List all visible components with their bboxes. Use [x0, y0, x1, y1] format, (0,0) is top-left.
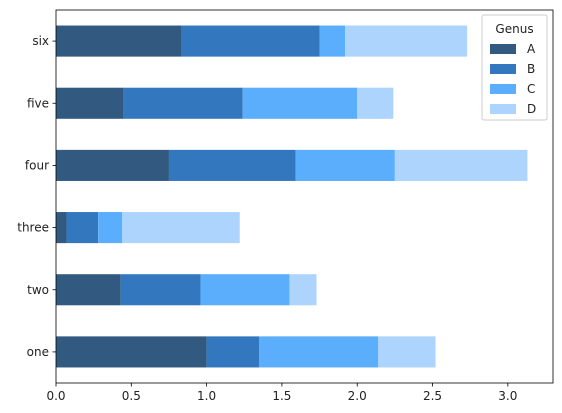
legend-swatch-B — [490, 64, 516, 74]
bar-one-A — [56, 336, 207, 368]
bar-two-B — [120, 274, 201, 306]
legend-swatch-A — [490, 44, 516, 54]
y-tick-label-three: three — [17, 221, 49, 235]
bar-two-D — [289, 274, 317, 306]
y-axis: one two three four five six — [17, 34, 56, 359]
x-tick-label: 3.0 — [498, 389, 517, 403]
y-tick-label-four: four — [25, 158, 49, 172]
bar-six-C — [319, 25, 346, 57]
bar-five-D — [357, 87, 394, 119]
y-tick-label-two: two — [27, 283, 49, 297]
x-axis: 0.0 0.5 1.0 1.5 2.0 2.5 3.0 — [46, 383, 517, 403]
bar-six-A — [56, 25, 182, 57]
x-tick-label: 2.0 — [348, 389, 367, 403]
bar-three-C — [98, 212, 123, 244]
bar-six-B — [181, 25, 320, 57]
x-tick-label: 1.5 — [272, 389, 291, 403]
y-tick-label-six: six — [32, 34, 49, 48]
legend-label-B: B — [527, 62, 535, 76]
bar-four-A — [56, 149, 169, 181]
bar-one-B — [206, 336, 260, 368]
bar-three-B — [66, 212, 99, 244]
x-tick-label: 2.5 — [423, 389, 442, 403]
bar-one-D — [378, 336, 436, 368]
bar-two-C — [200, 274, 290, 306]
bar-two-A — [56, 274, 121, 306]
bar-three-D — [122, 212, 240, 244]
y-tick-label-one: one — [27, 345, 49, 359]
bar-four-B — [168, 149, 296, 181]
x-tick-label: 0.0 — [46, 389, 65, 403]
bar-five-A — [56, 87, 124, 119]
legend-label-A: A — [527, 42, 536, 56]
bar-four-D — [394, 149, 528, 181]
x-tick-label: 0.5 — [122, 389, 141, 403]
y-tick-label-five: five — [27, 96, 49, 110]
bars-layer — [56, 25, 528, 368]
bar-five-B — [123, 87, 243, 119]
bar-six-D — [345, 25, 468, 57]
legend-title: Genus — [495, 22, 533, 36]
bar-five-C — [242, 87, 358, 119]
bar-one-C — [259, 336, 379, 368]
bar-three-A — [56, 212, 67, 244]
legend-label-C: C — [527, 82, 535, 96]
x-tick-label: 1.0 — [197, 389, 216, 403]
legend-swatch-C — [490, 84, 516, 94]
plot-frame — [55, 9, 554, 384]
legend-swatch-D — [490, 104, 516, 114]
legend-label-D: D — [527, 102, 536, 116]
bar-four-C — [295, 149, 395, 181]
